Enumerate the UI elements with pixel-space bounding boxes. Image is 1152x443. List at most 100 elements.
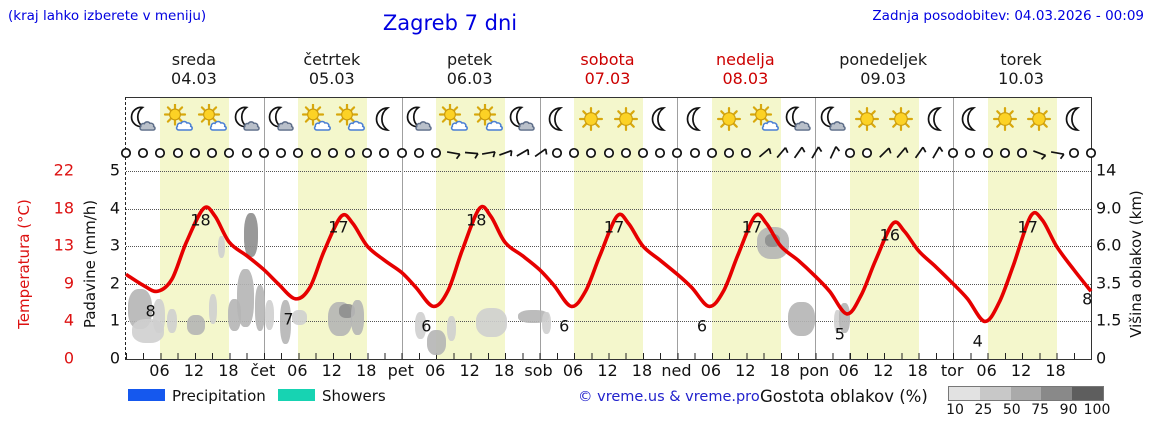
curve-temp-label: 6 bbox=[559, 316, 570, 336]
forecast-slot bbox=[816, 104, 850, 134]
x-hour-label: 06 bbox=[149, 361, 170, 380]
day-header: petek 06.03 bbox=[400, 50, 540, 88]
curve-temp-label: 8 bbox=[145, 301, 156, 321]
moon-cloud-icon bbox=[406, 106, 432, 131]
curve-temp-label: 4 bbox=[972, 331, 983, 351]
sun-cloud-icon bbox=[335, 103, 365, 131]
wind-calm-icon bbox=[948, 147, 959, 159]
page-title: Zagreb 7 dni bbox=[382, 11, 518, 35]
moon-icon bbox=[548, 107, 563, 131]
day-name: petek bbox=[446, 50, 493, 69]
cloud-blob bbox=[255, 285, 265, 331]
cloud-blob bbox=[834, 310, 841, 332]
x-hour-label: 18 bbox=[769, 361, 790, 380]
curve-temp-label: 17 bbox=[1017, 217, 1038, 237]
x-hour-label: 12 bbox=[873, 361, 894, 380]
curve-temp-label: 6 bbox=[421, 316, 432, 336]
day-separator bbox=[401, 98, 403, 359]
wind-barb-icon bbox=[811, 146, 823, 159]
wind-calm-icon bbox=[293, 147, 304, 159]
forecast-slot bbox=[333, 103, 367, 134]
curve-temp-label: 17 bbox=[741, 217, 763, 237]
wind-barb-icon bbox=[534, 148, 547, 158]
wind-barb-icon bbox=[829, 146, 840, 159]
wind-calm-icon bbox=[431, 147, 442, 159]
x-hour-label: 18 bbox=[907, 361, 928, 380]
day-date: 06.03 bbox=[446, 69, 493, 88]
wind-calm-icon bbox=[1068, 147, 1079, 159]
sun-cloud-icon bbox=[198, 103, 228, 131]
wind-calm-icon bbox=[724, 147, 735, 159]
day-date: 10.03 bbox=[998, 69, 1044, 88]
day-header: ponedeljek 09.03 bbox=[813, 50, 953, 88]
forecast-slot bbox=[402, 104, 436, 134]
day-date: 08.03 bbox=[722, 69, 769, 88]
cloud-height-tick: 14 bbox=[1096, 160, 1117, 180]
forecast-slot bbox=[850, 104, 884, 134]
cloud-blob bbox=[542, 312, 551, 334]
density-tick-label: 10 bbox=[946, 402, 964, 418]
wind-calm-icon bbox=[551, 147, 562, 159]
wind-calm-icon bbox=[1085, 147, 1097, 159]
day-name: sobota bbox=[580, 50, 635, 69]
forecast-slot bbox=[953, 104, 987, 134]
showers-legend-label: Showers bbox=[322, 387, 386, 405]
wind-calm-icon bbox=[844, 147, 855, 159]
curve-temp-label: 18 bbox=[190, 210, 211, 230]
day-name: torek bbox=[1000, 50, 1042, 69]
wind-calm-icon bbox=[672, 147, 683, 159]
moon-icon bbox=[651, 107, 667, 131]
menu-hint-text: (kraj lahko izberete v meniju) bbox=[8, 8, 207, 24]
temperature-curve bbox=[125, 204, 1093, 324]
forecast-slot bbox=[264, 104, 298, 134]
curve-temp-label: 16 bbox=[879, 225, 901, 245]
cloud-blob bbox=[167, 309, 177, 333]
forecast-slot bbox=[643, 104, 677, 134]
wind-calm-icon bbox=[258, 147, 269, 159]
wind-calm-icon bbox=[310, 147, 321, 159]
wind-barb-icon bbox=[464, 151, 479, 159]
x-day-abbrev: pet bbox=[387, 361, 414, 380]
x-hour-label: 06 bbox=[287, 361, 308, 380]
wind-calm-icon bbox=[965, 147, 976, 159]
x-day-abbrev: sob bbox=[524, 361, 553, 380]
wind-calm-icon bbox=[568, 147, 580, 159]
temperature-tick: 9 bbox=[63, 273, 74, 293]
cloud-height-tick: 9.0 bbox=[1096, 198, 1122, 218]
day-date: 07.03 bbox=[584, 69, 631, 88]
x-hour-label: 18 bbox=[1045, 361, 1066, 380]
density-segment bbox=[949, 387, 980, 400]
forecast-slot bbox=[781, 104, 815, 134]
curve-temp-label: 8 bbox=[1082, 289, 1093, 309]
cloud-density-scale-bar bbox=[948, 386, 1104, 401]
copyright-link[interactable]: © vreme.us & vreme.pro bbox=[578, 389, 760, 405]
x-hour-label: 12 bbox=[183, 361, 205, 380]
day-date: 04.03 bbox=[171, 69, 217, 88]
forecast-slot bbox=[609, 104, 643, 134]
day-separator bbox=[677, 98, 679, 359]
moon-icon bbox=[1065, 107, 1080, 131]
precipitation-tick: 4 bbox=[109, 198, 120, 218]
sun-icon bbox=[579, 106, 604, 131]
curve-temp-label: 17 bbox=[328, 217, 349, 237]
moon-cloud-icon bbox=[785, 106, 811, 131]
day-header: torek 10.03 bbox=[951, 50, 1091, 88]
x-hour-label: 18 bbox=[631, 361, 653, 380]
moon-cloud-icon bbox=[510, 106, 536, 131]
day-date: 05.03 bbox=[308, 69, 355, 88]
cloud-blob bbox=[447, 316, 456, 341]
day-name: ponedeljek bbox=[839, 50, 928, 69]
density-tick-label: 100 bbox=[1083, 402, 1111, 418]
x-hour-label: 18 bbox=[218, 361, 239, 380]
curve-temp-label: 5 bbox=[834, 324, 845, 344]
sun-cloud-icon bbox=[301, 103, 331, 131]
sun-icon bbox=[613, 106, 638, 131]
moon-cloud-icon bbox=[234, 106, 260, 131]
forecast-slot bbox=[747, 103, 781, 134]
wind-barb-icon bbox=[879, 147, 892, 158]
curve-temp-label: 17 bbox=[603, 217, 625, 237]
wind-calm-icon bbox=[138, 147, 149, 159]
cloud-blob bbox=[839, 303, 850, 333]
temperature-tick: 18 bbox=[53, 198, 74, 218]
wind-calm-icon bbox=[689, 147, 700, 159]
